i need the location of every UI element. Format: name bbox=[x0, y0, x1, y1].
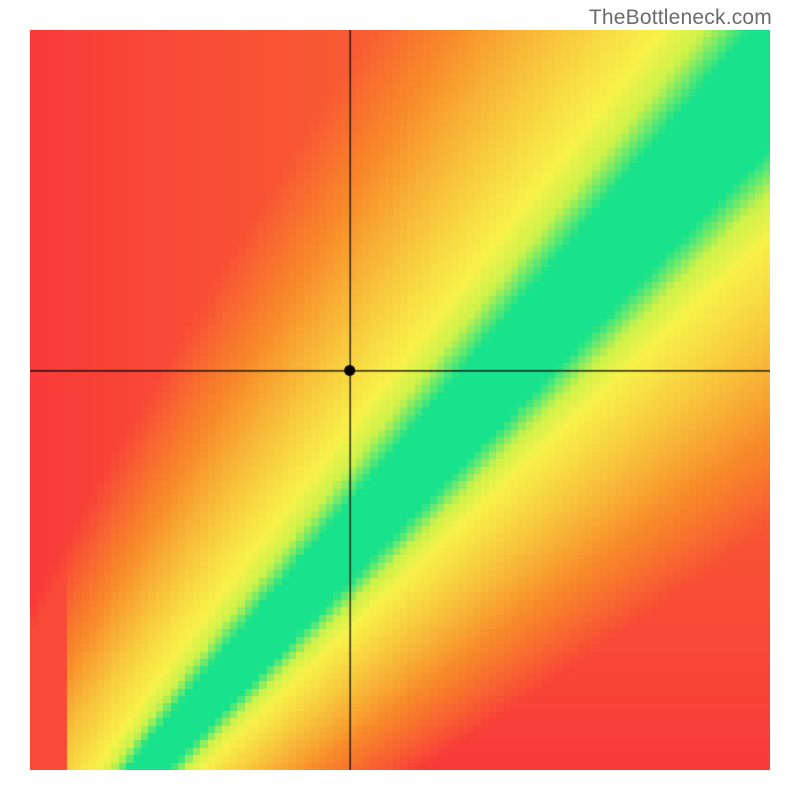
watermark-label: TheBottleneck.com bbox=[589, 6, 772, 30]
plot-frame bbox=[30, 30, 770, 770]
heatmap-canvas bbox=[30, 30, 770, 770]
chart-container: TheBottleneck.com bbox=[0, 0, 800, 800]
